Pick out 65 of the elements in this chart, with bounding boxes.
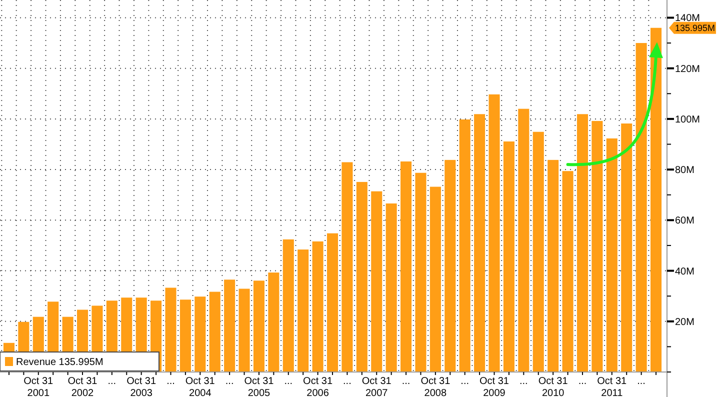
y-tick-label: 100M: [675, 114, 700, 126]
y-tick-label: 140M: [675, 13, 700, 24]
bar: [621, 123, 632, 372]
x-tick-label: ...: [343, 376, 352, 387]
bar: [165, 288, 176, 372]
bar: [430, 186, 441, 372]
x-tick-label: Oct 31 2001: [24, 376, 54, 397]
text: 135.995M: [675, 23, 716, 33]
x-tick-label: Oct 31 2003: [126, 376, 156, 397]
bar: [459, 119, 470, 372]
x-tick-label: ...: [519, 376, 528, 387]
bar: [224, 280, 236, 372]
y-tick-label: 80M: [675, 165, 694, 176]
bar: [474, 114, 486, 372]
bar: [194, 296, 206, 372]
x-tick-label: ...: [637, 376, 646, 387]
bar: [576, 114, 588, 372]
bar: [444, 160, 456, 372]
x-tick-label: Oct 31 2004: [185, 376, 216, 397]
bar: [356, 182, 368, 372]
bar: [548, 160, 559, 372]
bar: [415, 172, 426, 372]
bar: [312, 241, 324, 372]
x-tick-label: Oct 31 2007: [362, 376, 392, 397]
bar: [488, 94, 500, 372]
y-tick-label: 40M: [675, 266, 694, 278]
bar: [180, 300, 191, 372]
x-tick-label: ...: [402, 376, 410, 387]
x-tick-label: Oct 31 2009: [480, 376, 510, 397]
x-tick-label: Oct 31 2002: [68, 376, 98, 397]
bar: [209, 292, 220, 372]
x-tick-label: ...: [108, 376, 116, 387]
bar: [268, 272, 280, 372]
legend-label: Revenue: [16, 357, 56, 368]
x-tick-label: ...: [578, 376, 587, 387]
bar: [518, 108, 530, 372]
x-tick-label: ...: [166, 376, 175, 387]
x-tick-label: ...: [225, 376, 234, 387]
bar: [298, 250, 309, 372]
bar: [371, 191, 382, 372]
x-tick-label: Oct 31 2006: [303, 376, 333, 397]
bar: [400, 161, 412, 372]
bar: [532, 132, 544, 372]
x-tick-label: ...: [460, 376, 470, 387]
x-tick-label: Oct 31 2011: [597, 376, 628, 397]
bar: [562, 171, 574, 372]
bar: [636, 43, 647, 372]
bar: [342, 162, 353, 372]
bar: [592, 120, 603, 372]
bar: [238, 288, 250, 372]
x-tick-label: Oct 31 2005: [244, 376, 274, 397]
bar: [282, 239, 294, 372]
bar: [650, 28, 662, 372]
bar: [606, 138, 618, 372]
x-tick-label: Oct 31 2008: [420, 376, 451, 397]
bar: [503, 141, 514, 372]
bar: [326, 233, 338, 372]
y-tick-label: 60M: [675, 216, 694, 227]
y-tick-label: 20M: [675, 316, 694, 328]
x-tick-label: ...: [284, 376, 293, 387]
bar: [253, 280, 264, 372]
y-tick-label: 120M: [675, 64, 700, 75]
bar: [386, 203, 397, 372]
annotation: 135.995M: [58, 357, 104, 368]
x-tick-label: Oct 31 2010: [538, 376, 568, 397]
